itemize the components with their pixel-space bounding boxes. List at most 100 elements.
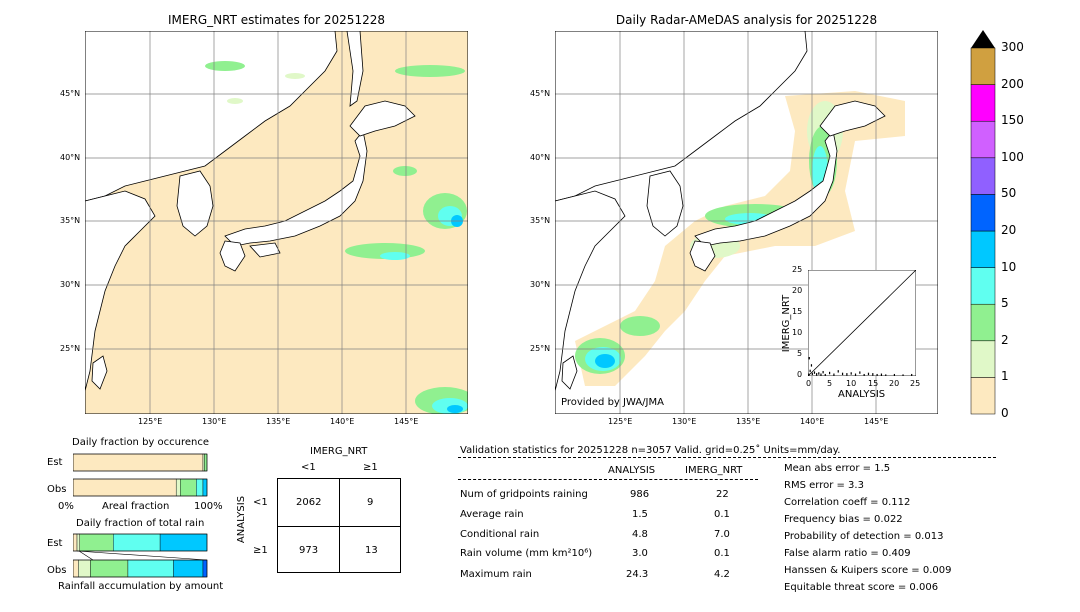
rain-link-line <box>76 550 208 561</box>
left-lat-30: 30°N <box>60 280 81 289</box>
colorbar-segment <box>970 377 996 415</box>
score-line: Probability of detection = 0.013 <box>784 531 944 542</box>
ct-cell-hit-lt-lt: 2062 <box>296 497 322 508</box>
ct-col-title: IMERG_NRT <box>310 446 368 457</box>
left-map-mainland <box>85 31 338 202</box>
stacked-bar-segment <box>196 478 204 497</box>
stacked-bar-segment <box>204 453 208 472</box>
scatter-y-tick-0: 0 <box>797 370 803 379</box>
scatter-point <box>902 374 904 376</box>
validation-row-imerg: 7.0 <box>714 529 730 540</box>
ct-cell-lt-ge: 9 <box>367 497 374 508</box>
left-map-kyushu <box>219 240 246 272</box>
stacked-bar-segment <box>127 559 174 578</box>
scatter-x-tick-0: 0 <box>806 379 812 388</box>
scatter-point <box>822 370 824 374</box>
colorbar-segment <box>970 303 996 342</box>
stacked-bar-segment <box>73 559 79 578</box>
left-lon-140: 140°E <box>330 417 355 426</box>
scatter-point <box>808 373 810 376</box>
ct-row-ge: ≥1 <box>253 545 268 556</box>
right-lat-40: 40°N <box>530 153 551 162</box>
rain-link-line <box>78 550 94 561</box>
stacked-bar-segment <box>202 453 205 472</box>
scatter-point <box>885 374 887 376</box>
scatter-point <box>841 372 844 376</box>
scatter-point <box>820 373 822 376</box>
scatter-point <box>859 371 861 374</box>
scatter-ylabel: IMERG_NRT <box>781 294 793 353</box>
left-lat-35: 35°N <box>60 216 81 225</box>
scatter-y-tick-20: 20 <box>792 286 803 295</box>
stacked-bar-frame <box>73 559 208 578</box>
rain-row-est: Est <box>47 538 63 549</box>
validation-header: Validation statistics for 20251228 n=305… <box>460 445 841 456</box>
score-line: Equitable threat score = 0.006 <box>784 582 939 593</box>
occ-bars <box>73 453 208 497</box>
validation-row-label: Maximum rain <box>460 569 532 580</box>
colorbar-tick: 50 <box>1001 186 1017 201</box>
scatter-point <box>850 372 852 375</box>
rain-axis-label: Rainfall accumulation by amount <box>58 581 224 592</box>
scatter-point <box>811 372 813 376</box>
score-line: False alarm ratio = 0.409 <box>784 548 911 559</box>
left-lon-130: 130°E <box>202 417 227 426</box>
scatter-point <box>854 373 857 376</box>
left-map-shikoku <box>249 242 281 258</box>
scatter-x-tick-5: 5 <box>827 379 833 388</box>
scatter-x-tick-10: 10 <box>846 379 857 388</box>
stacked-bar-segment <box>202 559 208 578</box>
scatter-point <box>829 371 831 375</box>
scatter-point <box>867 372 870 376</box>
scatter-point <box>880 373 883 376</box>
validation-row-imerg: 0.1 <box>714 548 730 559</box>
right-map-korea <box>646 170 684 237</box>
colorbar-tick: 200 <box>1001 76 1024 91</box>
ct-grid <box>277 478 401 573</box>
validation-col-analysis: ANALYSIS <box>608 465 656 476</box>
colorbar-tick: 300 <box>1001 40 1024 54</box>
stacked-bar-frame <box>73 533 208 552</box>
scatter-point <box>863 373 865 376</box>
ct-col-ge: ≥1 <box>363 462 378 473</box>
scatter-point <box>808 356 810 360</box>
scatter-point <box>837 370 839 373</box>
scatter-point <box>833 373 835 376</box>
scatter-x-tick-15: 15 <box>868 379 879 388</box>
validation-row-imerg: 4.2 <box>714 569 730 580</box>
scatter-diagonal <box>808 270 916 376</box>
occ-title: Daily fraction by occurence <box>72 437 210 448</box>
colorbar-tick: 20 <box>1001 223 1017 237</box>
scatter-x-tick-20: 20 <box>889 379 900 388</box>
right-map-china-coast <box>555 190 626 392</box>
stacked-bar-frame <box>73 453 208 472</box>
colorbar-segment <box>970 47 996 85</box>
right-map-title: Daily Radar-AMeDAS analysis for 20251228 <box>615 13 878 27</box>
left-map-korea <box>176 170 214 237</box>
left-lon-145: 145°E <box>394 417 419 426</box>
scatter-point <box>810 364 813 367</box>
scatter-point <box>872 373 874 376</box>
ct-col-lt: <1 <box>301 462 316 473</box>
occ-axis-mid: Areal fraction <box>102 501 170 512</box>
map-credit: Provided by JWA/JMA <box>561 397 664 408</box>
validation-row-analysis: 4.8 <box>632 529 648 540</box>
colorbar-segment <box>970 340 996 378</box>
colorbar-extend-arrow <box>971 30 995 48</box>
stacked-bar-segment <box>73 533 78 552</box>
validation-header-rule <box>458 457 996 458</box>
colorbar-tick: 5 <box>1001 296 1009 311</box>
stacked-bar-segment <box>173 559 204 578</box>
ct-cell-ge-lt: 973 <box>299 545 319 556</box>
validation-row-imerg: 0.1 <box>714 509 730 520</box>
validation-row-label: Num of gridpoints raining <box>460 489 588 500</box>
left-lon-135: 135°E <box>266 417 291 426</box>
colorbar-tick: 100 <box>1001 149 1024 164</box>
score-line: Hanssen & Kuipers score = 0.009 <box>784 565 952 576</box>
right-map-hokkaido <box>819 100 886 137</box>
stacked-bar-segment <box>179 478 197 497</box>
scatter-point <box>876 373 878 376</box>
scatter-y-tick-10: 10 <box>792 328 803 337</box>
left-map-taiwan <box>91 355 108 390</box>
stacked-bar-segment <box>90 559 129 578</box>
